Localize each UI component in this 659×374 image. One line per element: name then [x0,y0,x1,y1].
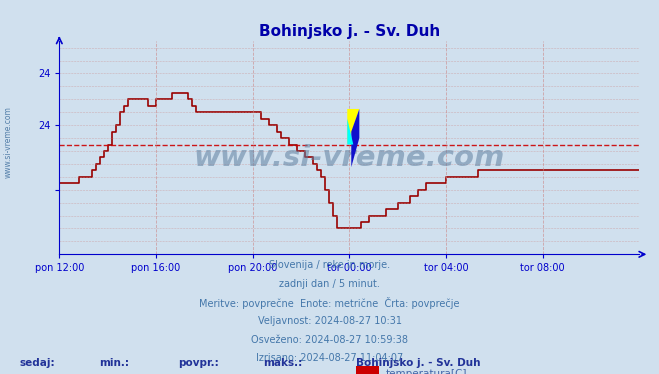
Text: Bohinjsko j. - Sv. Duh: Bohinjsko j. - Sv. Duh [356,358,480,368]
Text: Izrisano: 2024-08-27 11:04:07: Izrisano: 2024-08-27 11:04:07 [256,353,403,363]
Text: povpr.:: povpr.: [178,358,219,368]
Text: Meritve: povprečne  Enote: metrične  Črta: povprečje: Meritve: povprečne Enote: metrične Črta:… [199,297,460,309]
Text: Veljavnost: 2024-08-27 10:31: Veljavnost: 2024-08-27 10:31 [258,316,401,326]
Text: www.si-vreme.com: www.si-vreme.com [4,106,13,178]
Bar [356,366,379,374]
Text: Osveženo: 2024-08-27 10:59:38: Osveženo: 2024-08-27 10:59:38 [251,334,408,344]
Text: www.si-vreme.com: www.si-vreme.com [194,144,505,172]
Text: maks.:: maks.: [264,358,303,368]
Polygon shape [351,109,359,167]
Text: temperatura[C]: temperatura[C] [386,369,467,374]
Text: Slovenija / reke in morje.: Slovenija / reke in morje. [269,260,390,270]
Text: min.:: min.: [99,358,129,368]
Polygon shape [347,109,359,144]
Text: sedaj:: sedaj: [20,358,55,368]
Polygon shape [347,119,353,144]
Title: Bohinjsko j. - Sv. Duh: Bohinjsko j. - Sv. Duh [258,24,440,39]
Text: zadnji dan / 5 minut.: zadnji dan / 5 minut. [279,279,380,289]
